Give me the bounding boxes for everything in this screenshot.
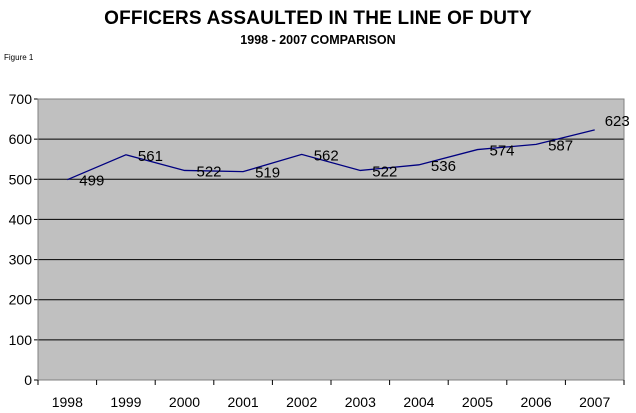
y-tick-label: 100 [9,332,33,348]
x-tick-label: 2001 [228,394,259,410]
y-tick-label: 400 [9,211,33,227]
x-tick-label: 2006 [521,394,552,410]
chart-subtitle: 1998 - 2007 COMPARISON [240,33,396,47]
x-tick-label: 1999 [110,394,141,410]
x-tick-label: 2007 [579,394,610,410]
data-label: 536 [431,158,456,175]
x-tick-label: 2002 [286,394,317,410]
data-label: 623 [605,113,630,130]
x-tick-label: 2004 [403,394,434,410]
y-tick-label: 500 [9,171,33,187]
x-tick-label: 2003 [345,394,376,410]
y-tick-label: 200 [9,292,33,308]
plot-area [38,99,624,380]
data-label: 499 [79,173,104,190]
x-tick-label: 2000 [169,394,200,410]
series-line [67,129,595,181]
data-label: 522 [197,163,222,180]
x-tick-label: 2005 [462,394,493,410]
y-tick-label: 300 [9,252,33,268]
y-tick-label: 700 [9,91,33,107]
data-label: 519 [255,165,280,182]
x-tick-label: 1998 [52,394,83,410]
y-tick-label: 0 [24,372,32,388]
data-label: 562 [314,147,339,164]
data-label: 522 [372,163,397,180]
data-label: 574 [490,143,515,160]
figure-label: Figure 1 [4,53,34,62]
data-label: 587 [548,137,573,154]
data-label: 561 [138,148,163,165]
y-tick-label: 600 [9,131,33,147]
chart-title: OFFICERS ASSAULTED IN THE LINE OF DUTY [104,8,532,29]
